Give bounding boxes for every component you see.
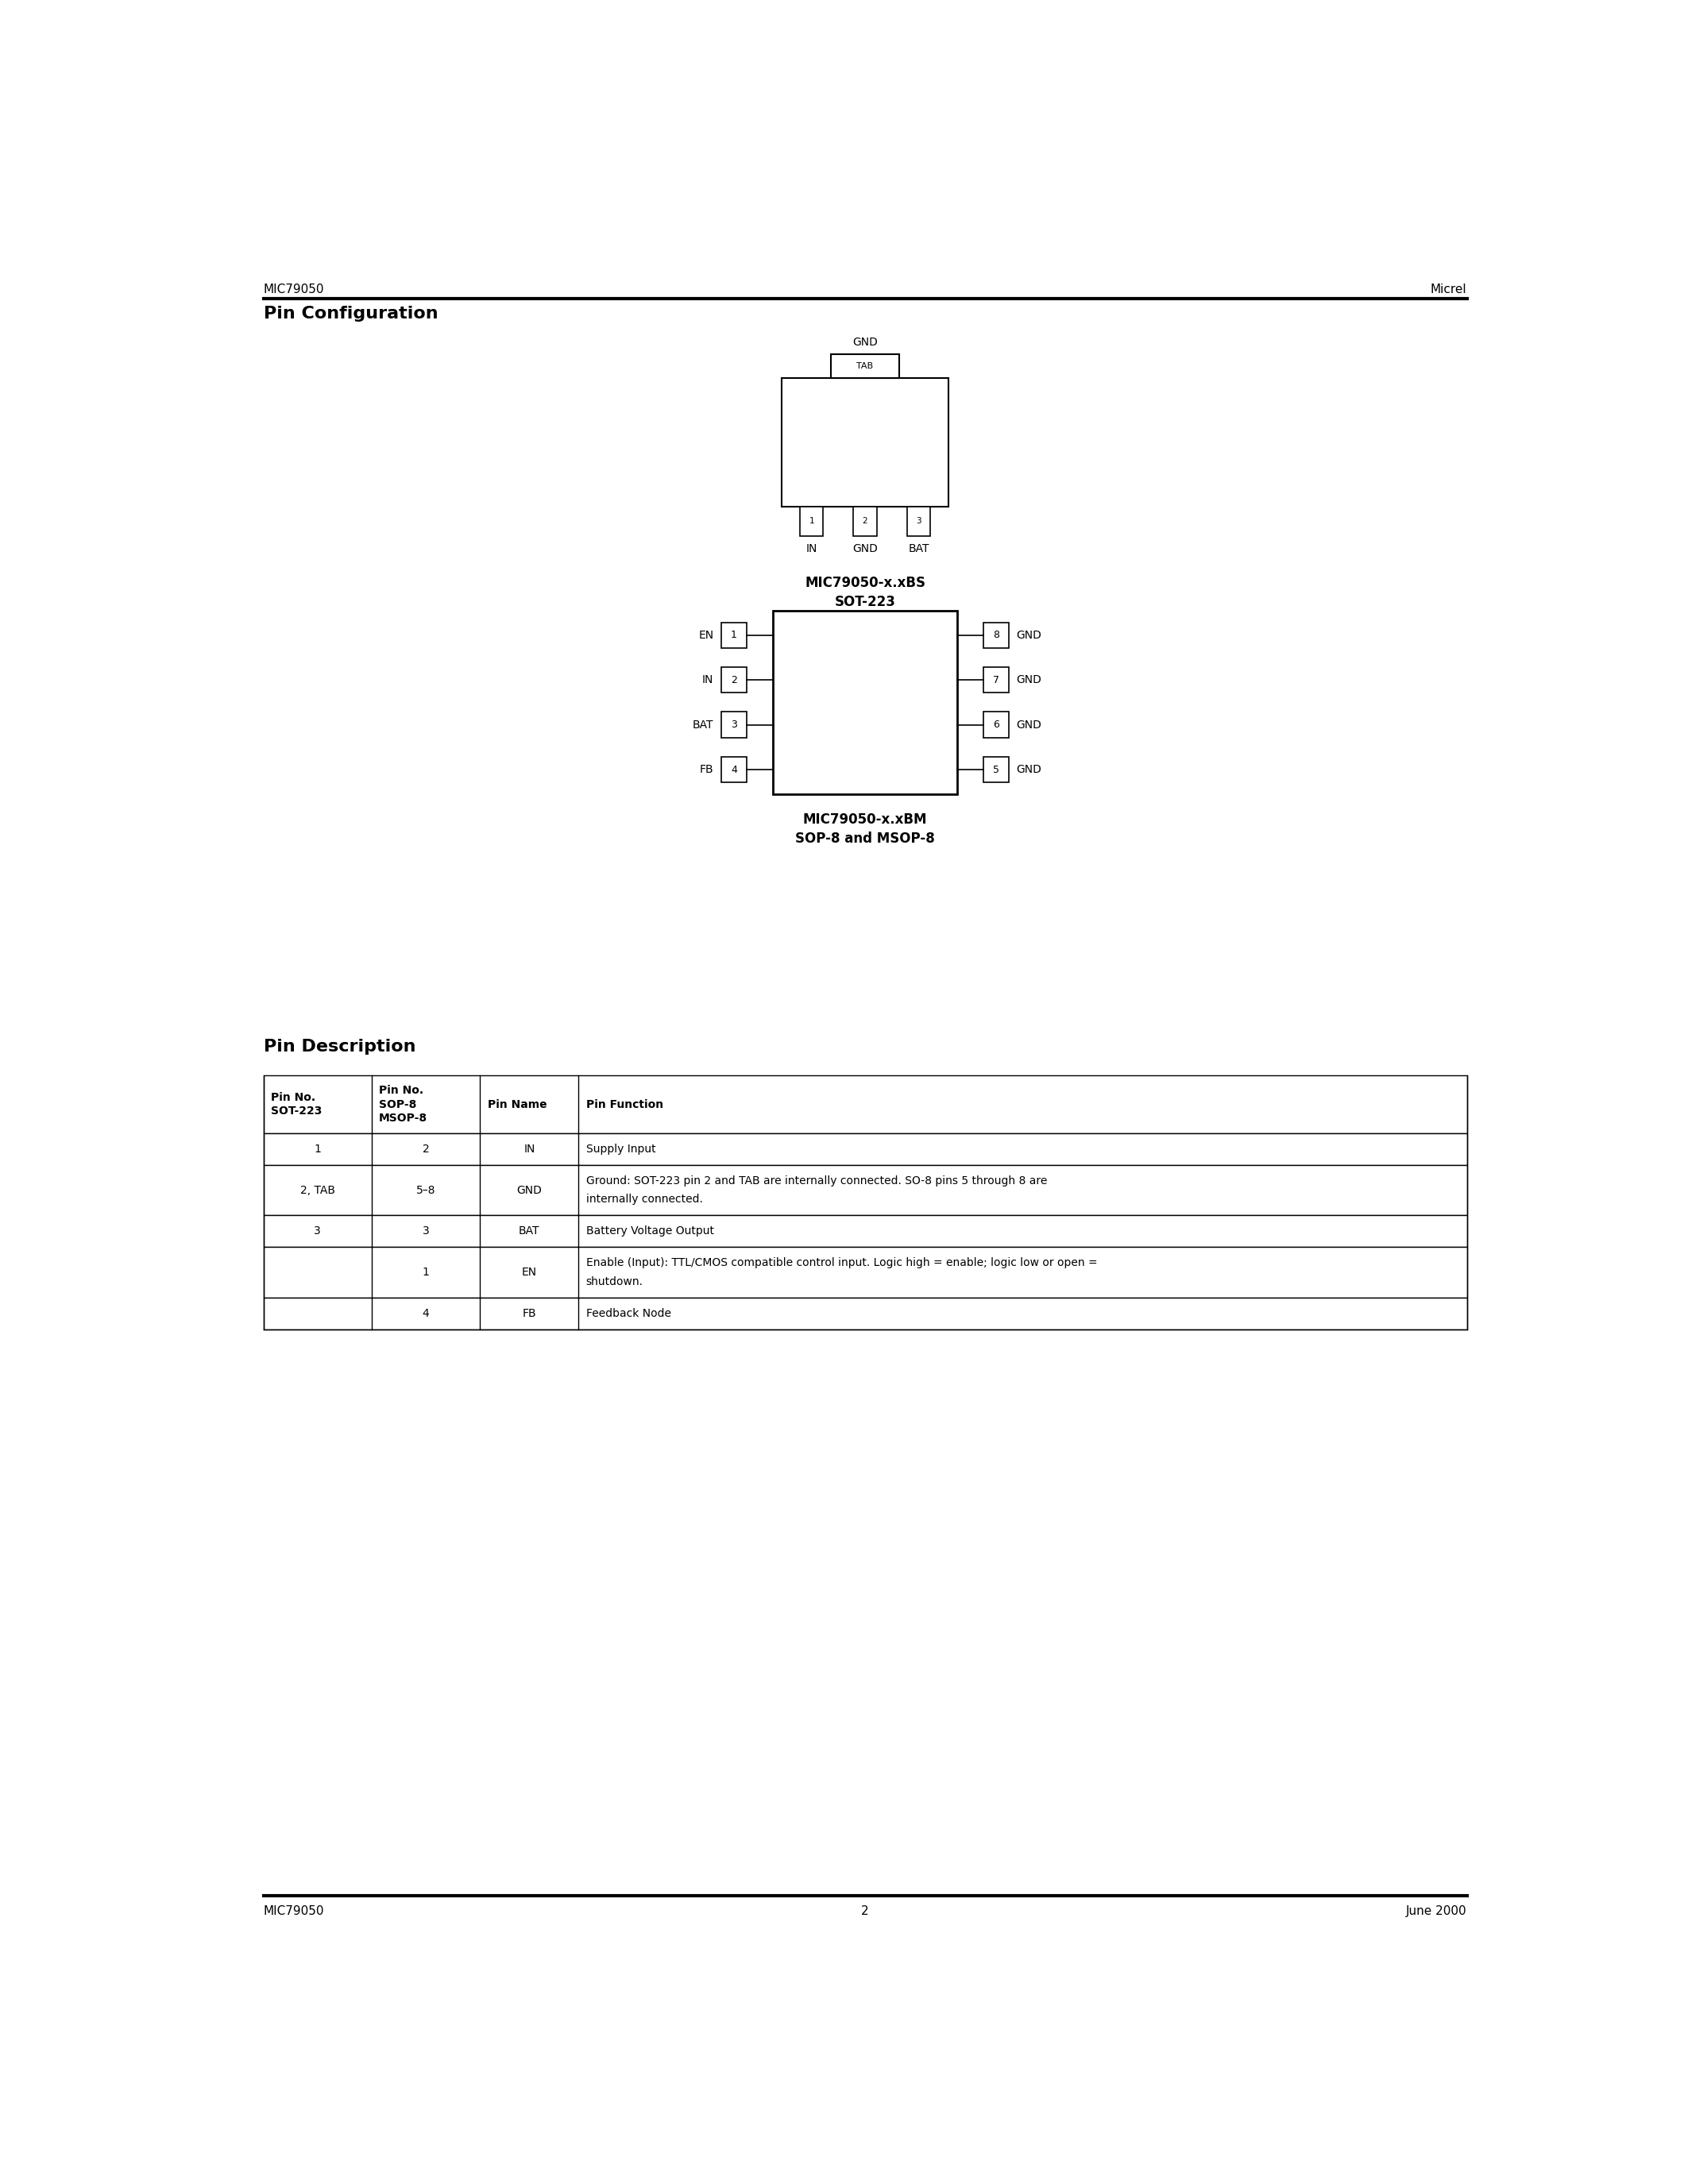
Text: 1: 1: [314, 1144, 321, 1155]
Text: 8: 8: [993, 629, 999, 640]
Bar: [263, 1247, 1467, 1297]
Bar: [984, 622, 1009, 649]
Text: 2: 2: [422, 1144, 429, 1155]
Text: 3: 3: [422, 1225, 429, 1236]
Bar: [773, 612, 957, 795]
Bar: [721, 622, 746, 649]
Text: Battery Voltage Output: Battery Voltage Output: [586, 1225, 714, 1236]
Text: GND: GND: [852, 544, 878, 555]
Text: IN: IN: [523, 1144, 535, 1155]
Bar: [263, 1216, 1467, 1247]
Text: 6: 6: [993, 721, 999, 729]
Text: FB: FB: [522, 1308, 537, 1319]
Text: 5: 5: [993, 764, 999, 775]
Text: Pin Configuration: Pin Configuration: [263, 306, 437, 321]
Text: 1: 1: [809, 518, 814, 526]
Text: Supply Input: Supply Input: [586, 1144, 655, 1155]
Text: GND: GND: [517, 1184, 542, 1197]
Text: BAT: BAT: [692, 719, 714, 729]
Text: 2: 2: [861, 1904, 869, 1918]
Bar: [984, 758, 1009, 782]
Text: Pin Name: Pin Name: [488, 1099, 547, 1109]
Text: Pin No.
SOT-223: Pin No. SOT-223: [270, 1092, 322, 1116]
Text: 5–8: 5–8: [415, 1184, 436, 1197]
Text: GND: GND: [1016, 719, 1041, 729]
Bar: [263, 1166, 1467, 1216]
Bar: [721, 758, 746, 782]
Text: GND: GND: [1016, 675, 1041, 686]
Text: GND: GND: [1016, 764, 1041, 775]
Text: Enable (Input): TTL/CMOS compatible control input. Logic high = enable; logic lo: Enable (Input): TTL/CMOS compatible cont…: [586, 1258, 1097, 1269]
Text: EN: EN: [522, 1267, 537, 1278]
Text: Ground: SOT-223 pin 2 and TAB are internally connected. SO-8 pins 5 through 8 ar: Ground: SOT-223 pin 2 and TAB are intern…: [586, 1175, 1047, 1186]
Text: IN: IN: [805, 544, 817, 555]
Bar: [263, 1075, 1467, 1133]
Text: 3: 3: [314, 1225, 321, 1236]
Text: Feedback Node: Feedback Node: [586, 1308, 672, 1319]
Text: Pin No.
SOP-8
MSOP-8: Pin No. SOP-8 MSOP-8: [380, 1085, 427, 1125]
Text: MIC79050-x.xBM
SOP-8 and MSOP-8: MIC79050-x.xBM SOP-8 and MSOP-8: [795, 812, 935, 845]
Text: 2: 2: [863, 518, 868, 526]
Text: internally connected.: internally connected.: [586, 1195, 702, 1206]
Text: MIC79050-x.xBS
SOT-223: MIC79050-x.xBS SOT-223: [805, 577, 925, 609]
Text: 1: 1: [422, 1267, 429, 1278]
Text: TAB: TAB: [858, 363, 873, 369]
Bar: [782, 378, 949, 507]
Bar: [830, 354, 900, 378]
Bar: [263, 1297, 1467, 1330]
Text: 3: 3: [731, 721, 738, 729]
Text: BAT: BAT: [908, 544, 928, 555]
Text: 2: 2: [731, 675, 738, 686]
Text: Pin Description: Pin Description: [263, 1040, 415, 1055]
Bar: [263, 1133, 1467, 1166]
Text: 1: 1: [731, 629, 738, 640]
Text: 7: 7: [993, 675, 999, 686]
Text: IN: IN: [702, 675, 714, 686]
Text: MIC79050: MIC79050: [263, 284, 324, 295]
Bar: [984, 666, 1009, 692]
Bar: [721, 666, 746, 692]
Text: 4: 4: [422, 1308, 429, 1319]
Text: GND: GND: [1016, 629, 1041, 640]
Bar: [854, 507, 876, 535]
Text: MIC79050: MIC79050: [263, 1904, 324, 1918]
Text: GND: GND: [852, 336, 878, 347]
Text: Micrel: Micrel: [1431, 284, 1467, 295]
Text: BAT: BAT: [518, 1225, 540, 1236]
Text: 3: 3: [917, 518, 922, 526]
Text: 2, TAB: 2, TAB: [300, 1184, 334, 1197]
Text: June 2000: June 2000: [1406, 1904, 1467, 1918]
Text: Pin Function: Pin Function: [586, 1099, 663, 1109]
Text: shutdown.: shutdown.: [586, 1275, 643, 1286]
Bar: [984, 712, 1009, 738]
Text: EN: EN: [699, 629, 714, 640]
Bar: [721, 712, 746, 738]
Text: 4: 4: [731, 764, 738, 775]
Text: FB: FB: [699, 764, 714, 775]
Bar: [800, 507, 824, 535]
Bar: [906, 507, 930, 535]
